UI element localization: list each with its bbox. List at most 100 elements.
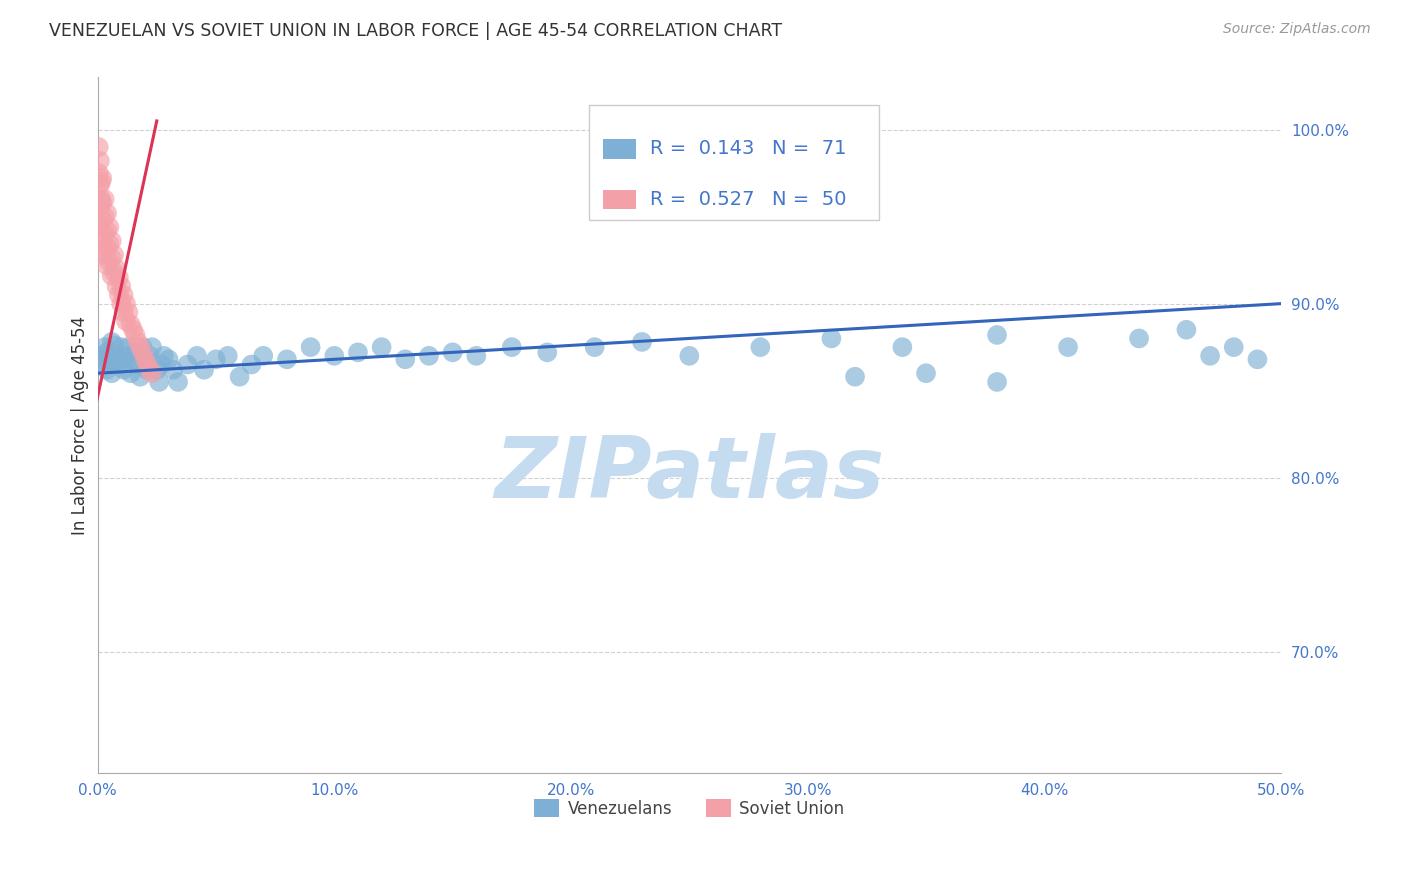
Point: [465, 349, 488, 363]
Bar: [603, 190, 636, 210]
Point: [89, 201, 111, 215]
Point: [583, 340, 606, 354]
Text: Source: ZipAtlas.com: Source: ZipAtlas.com: [1223, 22, 1371, 37]
Text: N =  71: N = 71: [772, 139, 846, 159]
Point: [110, 279, 132, 293]
Point: [120, 366, 142, 380]
Point: [115, 314, 138, 328]
Point: [91, 248, 114, 262]
Point: [103, 265, 125, 279]
Point: [138, 349, 160, 363]
Point: [112, 363, 135, 377]
Point: [91, 230, 114, 244]
Point: [89, 349, 111, 363]
Text: N =  50: N = 50: [772, 190, 846, 209]
Point: [1057, 340, 1080, 354]
Legend: Venezuelans, Soviet Union: Venezuelans, Soviet Union: [527, 793, 851, 824]
Point: [98, 352, 121, 367]
Point: [93, 227, 115, 241]
Point: [186, 349, 208, 363]
Point: [252, 349, 274, 363]
Point: [112, 288, 135, 302]
Point: [122, 323, 145, 337]
Point: [124, 345, 146, 359]
Point: [91, 352, 114, 367]
Point: [145, 363, 167, 377]
Point: [134, 352, 156, 367]
Point: [93, 210, 115, 224]
Point: [1175, 323, 1198, 337]
Point: [370, 340, 392, 354]
Point: [110, 340, 132, 354]
Point: [749, 340, 772, 354]
Point: [276, 352, 298, 367]
Point: [108, 358, 131, 372]
Point: [89, 178, 111, 193]
Bar: [603, 139, 636, 159]
Point: [136, 363, 159, 377]
Point: [193, 363, 215, 377]
Point: [91, 195, 114, 210]
Text: R =  0.527: R = 0.527: [651, 190, 755, 209]
Point: [112, 305, 135, 319]
Point: [89, 153, 111, 168]
Point: [100, 234, 122, 248]
Point: [136, 358, 159, 372]
Point: [117, 305, 139, 319]
Point: [108, 270, 131, 285]
Point: [1222, 340, 1244, 354]
Point: [157, 352, 180, 367]
Point: [678, 349, 700, 363]
Point: [228, 369, 250, 384]
Point: [441, 345, 464, 359]
Point: [103, 356, 125, 370]
Point: [87, 166, 110, 180]
Point: [93, 244, 115, 259]
Point: [115, 296, 138, 310]
Text: R =  0.143: R = 0.143: [651, 139, 755, 159]
Point: [536, 345, 558, 359]
Point: [108, 288, 131, 302]
Point: [96, 223, 118, 237]
Point: [131, 345, 153, 359]
Point: [89, 219, 111, 233]
Point: [103, 338, 125, 352]
Point: [153, 349, 176, 363]
Point: [167, 375, 190, 389]
Point: [105, 349, 128, 363]
Point: [129, 349, 152, 363]
Point: [1128, 331, 1150, 345]
Point: [138, 363, 160, 377]
Point: [240, 358, 263, 372]
Point: [105, 279, 128, 293]
Point: [162, 363, 184, 377]
Point: [100, 268, 122, 283]
Point: [986, 375, 1008, 389]
Point: [129, 340, 152, 354]
Point: [631, 334, 654, 349]
Point: [127, 334, 149, 349]
Point: [394, 352, 416, 367]
Point: [347, 345, 370, 359]
Point: [1246, 352, 1268, 367]
Point: [986, 328, 1008, 343]
Y-axis label: In Labor Force | Age 45-54: In Labor Force | Age 45-54: [72, 316, 89, 535]
Point: [100, 334, 122, 349]
Point: [91, 213, 114, 227]
Point: [127, 358, 149, 372]
Point: [129, 369, 152, 384]
Point: [1199, 349, 1222, 363]
Point: [176, 358, 198, 372]
Point: [134, 352, 156, 367]
Text: ZIPatlas: ZIPatlas: [495, 433, 884, 516]
Point: [150, 358, 173, 372]
Point: [105, 261, 128, 276]
Point: [98, 220, 121, 235]
Point: [96, 345, 118, 359]
Point: [93, 340, 115, 354]
Point: [418, 349, 440, 363]
Point: [110, 296, 132, 310]
Point: [98, 255, 121, 269]
Point: [205, 352, 228, 367]
Point: [891, 340, 914, 354]
